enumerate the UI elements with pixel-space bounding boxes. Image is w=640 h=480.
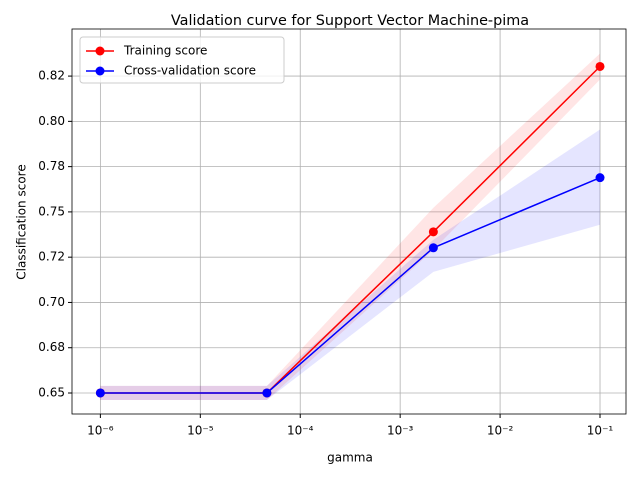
marker xyxy=(595,61,605,71)
y-tick-label: 0.72 xyxy=(38,250,65,264)
line xyxy=(100,176,601,394)
x-tick-label: 10⁻² xyxy=(487,424,514,438)
legend-box xyxy=(79,36,285,84)
plot-frame xyxy=(71,28,627,415)
chart-title: Validation curve for Support Vector Mach… xyxy=(171,13,529,29)
marker xyxy=(428,243,438,253)
x-axis-label: gamma xyxy=(327,451,373,465)
x-tick-label: 10⁻⁴ xyxy=(287,424,314,438)
y-tick-label: 0.78 xyxy=(38,159,65,173)
legend-label: Training score xyxy=(123,44,207,58)
legend-label: Cross-validation score xyxy=(124,64,256,78)
y-tick-label: 0.70 xyxy=(38,295,65,309)
marker xyxy=(262,388,272,398)
marker xyxy=(595,173,605,183)
x-tick-label: 10⁻¹ xyxy=(587,424,614,438)
x-tick-label: 10⁻³ xyxy=(387,424,414,438)
x-tick-label: 10⁻⁵ xyxy=(187,424,214,438)
y-tick-label: 0.80 xyxy=(38,114,65,128)
marker xyxy=(428,227,438,237)
y-tick-label: 0.65 xyxy=(38,385,65,399)
confidence-band xyxy=(100,129,601,401)
y-tick-label: 0.68 xyxy=(38,340,65,354)
y-tick-label: 0.75 xyxy=(38,204,65,218)
legend-marker xyxy=(95,66,105,76)
legend-marker xyxy=(95,46,105,56)
x-tick-label: 10⁻⁶ xyxy=(87,424,114,438)
y-tick-label: 0.82 xyxy=(38,69,65,83)
marker xyxy=(95,388,105,398)
y-axis-label: Classification score xyxy=(15,164,29,279)
